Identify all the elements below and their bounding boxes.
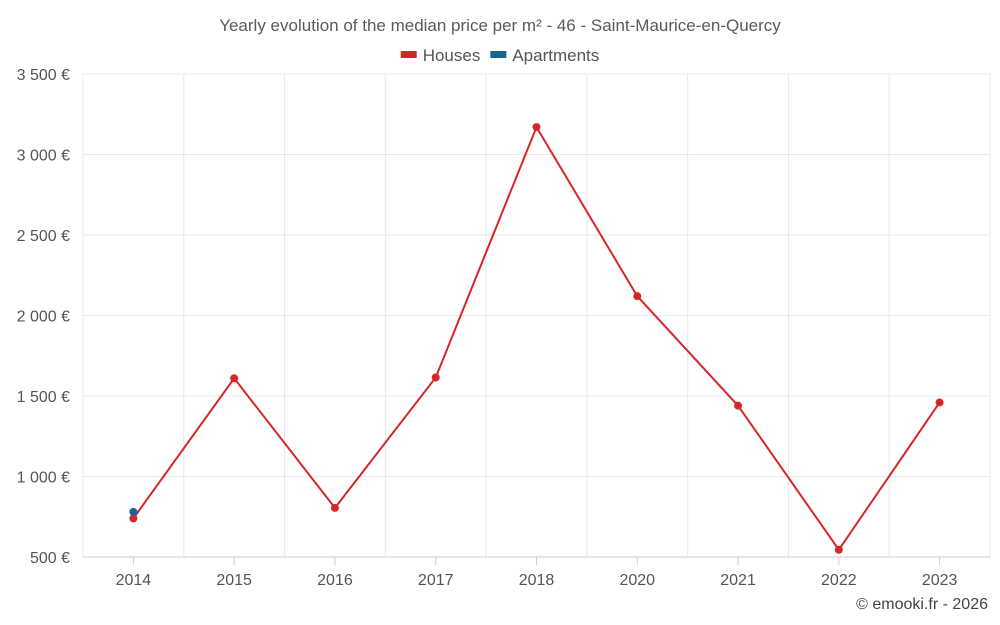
credit-text: © emooki.fr - 2026 xyxy=(856,596,988,613)
y-tick-label: 500 € xyxy=(30,550,70,567)
legend-swatch-apartments[interactable] xyxy=(490,51,507,58)
data-point-houses[interactable] xyxy=(935,398,944,407)
series-houses xyxy=(129,123,944,554)
series-line-houses xyxy=(132,126,941,551)
x-tick-label: 2021 xyxy=(720,572,756,589)
chart-title: Yearly evolution of the median price per… xyxy=(219,16,781,35)
x-tick-label: 2022 xyxy=(821,572,857,589)
legend-swatch-houses[interactable] xyxy=(400,51,417,58)
data-point-houses[interactable] xyxy=(834,545,843,554)
series-apartments xyxy=(129,507,138,516)
y-tick-label: 1 000 € xyxy=(17,470,70,487)
x-tick-label: 2016 xyxy=(317,572,353,589)
data-point-houses[interactable] xyxy=(330,503,339,512)
legend-label-apartments[interactable]: Apartments xyxy=(512,46,599,65)
data-point-houses[interactable] xyxy=(532,123,541,132)
x-tick-label: 2017 xyxy=(418,572,454,589)
data-point-houses[interactable] xyxy=(633,292,642,301)
x-tick-label: 2023 xyxy=(922,572,958,589)
y-tick-label: 1 500 € xyxy=(17,389,70,406)
data-point-houses[interactable] xyxy=(734,401,743,410)
data-point-houses[interactable] xyxy=(431,373,440,382)
data-point-houses[interactable] xyxy=(129,514,138,523)
series-layer xyxy=(129,123,944,554)
grid xyxy=(82,73,991,558)
x-tick-label: 2015 xyxy=(216,572,252,589)
y-tick-label: 2 000 € xyxy=(17,309,70,326)
y-tick-label: 3 500 € xyxy=(17,67,70,84)
x-tick-label: 2018 xyxy=(519,572,555,589)
y-tick-label: 3 000 € xyxy=(17,148,70,165)
data-point-apartments[interactable] xyxy=(129,507,138,516)
x-tick-label: 2014 xyxy=(116,572,152,589)
x-tick-label: 2020 xyxy=(619,572,655,589)
data-point-houses[interactable] xyxy=(230,374,239,383)
y-tick-label: 2 500 € xyxy=(17,228,70,245)
legend: Houses Apartments xyxy=(400,46,599,65)
legend-label-houses[interactable]: Houses xyxy=(423,46,481,65)
axes: 500 € 1 000 € 1 500 € 2 000 € 2 500 € 3 000 €… xyxy=(17,67,990,589)
